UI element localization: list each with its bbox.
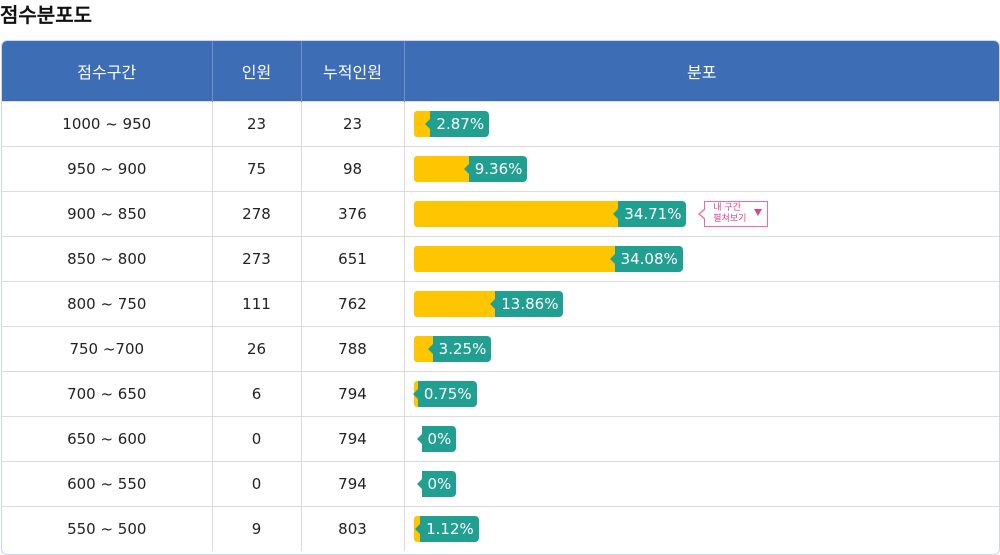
distribution-cell: 0% [404,461,1000,507]
cumulative-cell: 794 [301,371,405,417]
score-range-cell: 850 ~ 800 [2,236,213,282]
count-cell: 9 [212,506,302,551]
score-range-cell: 1000 ~ 950 [2,101,213,147]
percent-label: 13.86% [490,291,564,317]
distribution-bar: 1.12% [413,516,1000,542]
percent-label: 9.36% [463,156,528,182]
distribution-bar: 0.75% [412,381,1000,407]
cumulative-cell: 23 [301,101,405,147]
table-row: 1000 ~ 950 23 23 2.87% [2,101,1000,147]
my-range-label: 내 구간 [713,203,741,213]
distribution-bar: 34.08% [413,246,1000,272]
bar-fill [413,336,433,362]
distribution-cell: 0.75% [404,371,1000,417]
cumulative-cell: 98 [301,146,405,192]
table-header-row: 점수구간 인원 누적인원 분포 [2,41,999,102]
score-range-cell: 550 ~ 500 [2,506,213,551]
table-row: 750 ~700 26 788 3.25% [2,326,1000,372]
percent-label: 0% [416,471,457,497]
table-row: 550 ~ 500 9 803 1.12% [2,506,1000,551]
count-cell: 23 [212,101,302,147]
percent-label: 1.12% [415,516,479,542]
cumulative-cell: 803 [301,506,405,551]
score-range-cell: 900 ~ 850 [2,191,213,237]
percent-label: 2.87% [425,111,490,137]
expand-label: 펼쳐보기 [713,214,747,224]
percent-label: 0% [416,426,457,452]
count-cell: 278 [212,191,302,237]
score-range-cell: 700 ~ 650 [2,371,213,417]
header-cumulative: 누적인원 [301,41,405,102]
distribution-cell: 9.36% [404,146,1000,192]
cumulative-cell: 376 [301,191,405,237]
header-distribution: 분포 [404,41,999,102]
percent-label: 0.75% [412,381,477,407]
distribution-cell: 3.25% [404,326,1000,372]
table-row: 900 ~ 850 278 376 34.71% 내 구간 펼쳐보기 [2,191,1000,237]
table-row: 650 ~ 600 0 794 0% [2,416,1000,462]
page-title: 점수분포도 [0,3,92,27]
distribution-bar: 0% [414,426,1000,452]
bar-fill [413,156,469,182]
header-count: 인원 [212,41,302,102]
table-row: 600 ~ 550 0 794 0% [2,461,1000,507]
percent-label: 34.08% [609,246,683,272]
score-distribution-table: 점수구간 인원 누적인원 분포 1000 ~ 950 23 23 2.87% 950 ~… [1,40,1000,555]
table-row: 950 ~ 900 75 98 9.36% [2,146,1000,192]
cumulative-cell: 651 [301,236,405,282]
score-range-cell: 950 ~ 900 [2,146,213,192]
count-cell: 111 [212,281,302,327]
bar-fill [413,246,615,272]
triangle-down-icon [754,209,763,216]
bar-fill [413,291,496,317]
score-range-cell: 800 ~ 750 [2,281,213,327]
distribution-cell: 34.71% 내 구간 펼쳐보기 [404,191,1000,237]
score-range-cell: 750 ~700 [2,326,213,372]
cumulative-cell: 762 [301,281,405,327]
distribution-bar: 34.71% [413,201,1000,227]
header-score-range: 점수구간 [2,41,213,102]
distribution-cell: 34.08% [404,236,1000,282]
distribution-bar: 9.36% [413,156,1000,182]
cumulative-cell: 794 [301,461,405,507]
distribution-cell: 1.12% [404,506,1000,551]
bar-fill [413,201,619,227]
distribution-bar: 0% [414,471,1000,497]
count-cell: 26 [212,326,302,372]
count-cell: 273 [212,236,302,282]
distribution-cell: 13.86% [404,281,1000,327]
distribution-bar: 13.86% [413,291,1000,317]
cumulative-cell: 788 [301,326,405,372]
count-cell: 0 [212,461,302,507]
table-row: 850 ~ 800 273 651 34.08% [2,236,1000,282]
distribution-bar: 3.25% [413,336,1000,362]
cumulative-cell: 794 [301,416,405,462]
count-cell: 75 [212,146,302,192]
distribution-bar: 2.87% [413,111,1000,137]
my-range-expand-button[interactable]: 내 구간 펼쳐보기 [698,201,769,227]
distribution-cell: 0% [404,416,1000,462]
percent-label: 3.25% [427,336,492,362]
score-range-cell: 600 ~ 550 [2,461,213,507]
table-row: 700 ~ 650 6 794 0.75% [2,371,1000,417]
count-cell: 0 [212,416,302,462]
percent-label: 34.71% [613,201,687,227]
bar-fill [413,111,431,137]
count-cell: 6 [212,371,302,417]
distribution-cell: 2.87% [404,101,1000,147]
score-range-cell: 650 ~ 600 [2,416,213,462]
table-row: 800 ~ 750 111 762 13.86% [2,281,1000,327]
